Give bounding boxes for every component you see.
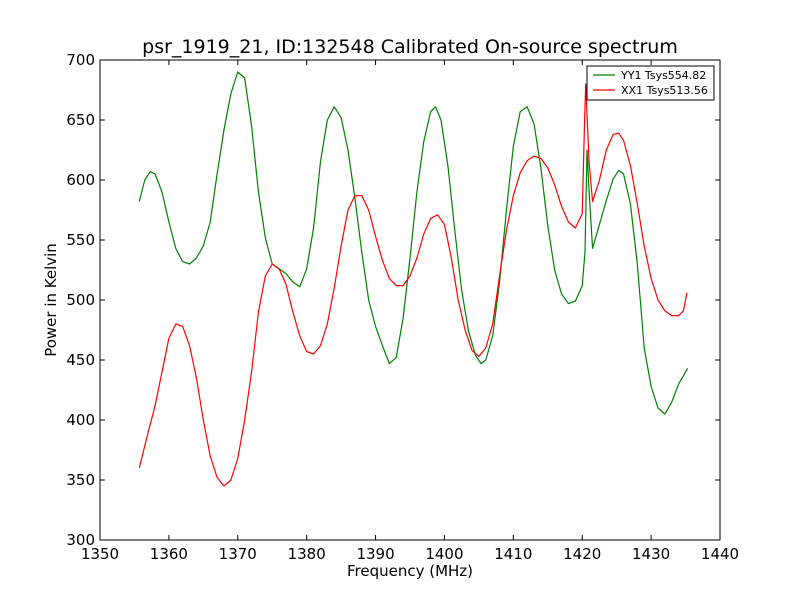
x-tick-label: 1350 (81, 545, 119, 563)
y-tick-label: 300 (66, 531, 95, 549)
x-tick-label: 1360 (150, 545, 188, 563)
series-line-0 (138, 71, 689, 415)
legend-label-1: XX1 Tsys513.56 (621, 84, 708, 97)
y-tick-label: 600 (66, 171, 95, 189)
y-tick-label: 550 (66, 231, 95, 249)
x-tick-label: 1370 (219, 545, 257, 563)
x-tick-label: 1400 (425, 545, 463, 563)
x-axis-label: Frequency (MHz) (347, 562, 473, 580)
y-axis-label: Power in Kelvin (42, 243, 60, 357)
plot-background (100, 60, 720, 540)
series-layer (138, 71, 689, 487)
x-tick-label: 1380 (288, 545, 326, 563)
y-tick-label: 350 (66, 471, 95, 489)
y-tick-label: 700 (66, 51, 95, 69)
legend: YY1 Tsys554.82 XX1 Tsys513.56 (586, 65, 715, 101)
legend-box (586, 65, 715, 101)
x-tick-label: 1410 (494, 545, 532, 563)
series-line-1 (138, 83, 688, 487)
x-tick-label: 1390 (356, 545, 394, 563)
plot-area: 1350 1360 1370 1380 1390 1400 1410 1420 1430 1440… (66, 51, 739, 563)
y-tick-label: 400 (66, 411, 95, 429)
y-tick-label: 500 (66, 291, 95, 309)
y-tick-label: 450 (66, 351, 95, 369)
x-tick-label: 1420 (563, 545, 601, 563)
y-tick-label: 650 (66, 111, 95, 129)
chart-title: psr_1919_21, ID:132548 Calibrated On-sou… (142, 36, 678, 58)
legend-label-0: YY1 Tsys554.82 (620, 69, 706, 82)
x-tick-label: 1430 (632, 545, 670, 563)
x-tick-label: 1440 (701, 545, 739, 563)
ticks-layer: 1350 1360 1370 1380 1390 1400 1410 1420 1430 1440… (66, 51, 739, 563)
